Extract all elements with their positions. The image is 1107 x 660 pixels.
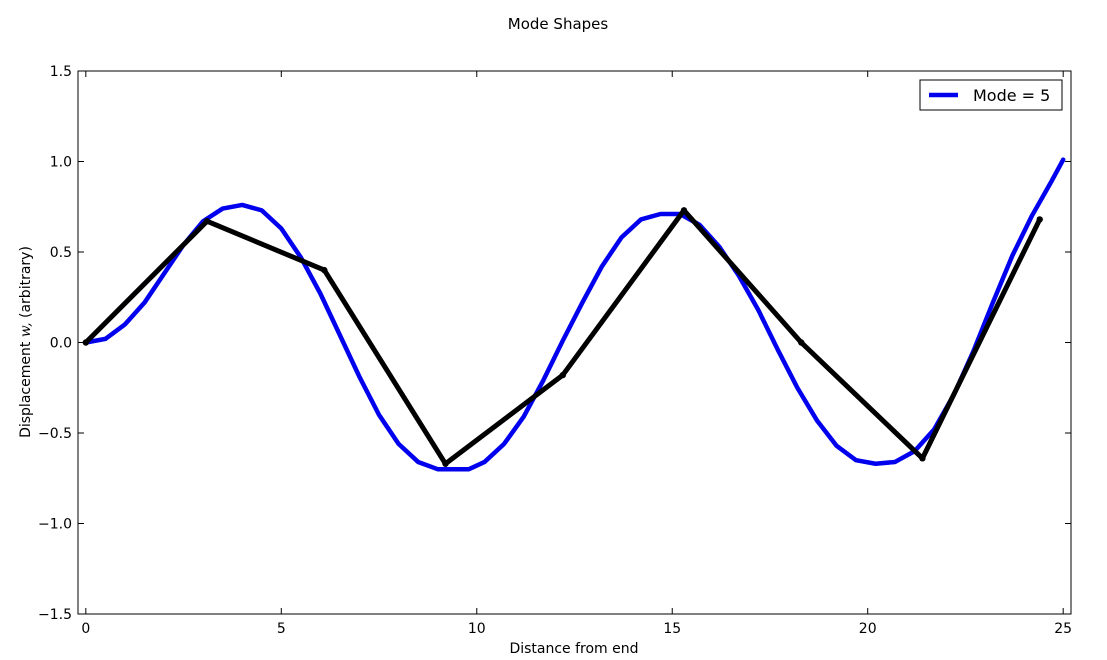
- data-point-discrete: [680, 207, 688, 214]
- data-point-discrete: [442, 460, 449, 467]
- plot-area: 0 5 10 15 20 25 −1.5 −1.0 −0.5 0.0 0.5 1.0 1.5: [38, 64, 1072, 637]
- data-point-discrete: [798, 339, 805, 346]
- legend: Mode = 5: [919, 79, 1063, 111]
- series-line-mode-5: [83, 157, 1066, 472]
- chart-title: Mode Shapes: [508, 15, 609, 33]
- data-point-discrete: [1036, 216, 1043, 223]
- y-axis-label-prefix: Displacement: [18, 337, 34, 438]
- legend-label-mode-5: Mode = 5: [973, 86, 1050, 105]
- x-tick-label: 5: [277, 621, 286, 637]
- x-axis-label: Distance from end: [509, 641, 638, 657]
- y-tick-label: 0.5: [50, 245, 72, 261]
- y-tick-label: 1.0: [50, 155, 72, 171]
- y-axis-label-symbol: w,: [18, 322, 34, 337]
- y-tick-label: 0.0: [50, 336, 72, 352]
- y-tick-label: −1.0: [38, 517, 72, 533]
- x-tick-label: 25: [1054, 621, 1072, 637]
- y-axis-label-suffix: (arbitrary): [18, 246, 34, 318]
- data-point-discrete: [919, 455, 926, 462]
- data-point-discrete: [203, 218, 211, 225]
- x-tick-label: 15: [663, 621, 681, 637]
- data-point-discrete: [559, 371, 566, 379]
- x-tick-label: 20: [859, 621, 877, 637]
- y-tick-label: 1.5: [50, 64, 72, 80]
- x-tick-label: 0: [81, 621, 90, 637]
- data-point-discrete: [321, 266, 328, 274]
- data-point-discrete: [82, 339, 90, 346]
- y-axis-label: Displacement w, (arbitrary): [18, 246, 34, 438]
- y-tick-label: −0.5: [38, 426, 72, 442]
- plot-frame: [77, 70, 1072, 615]
- x-tick-label: 10: [468, 621, 486, 637]
- y-tick-label: −1.5: [38, 607, 72, 623]
